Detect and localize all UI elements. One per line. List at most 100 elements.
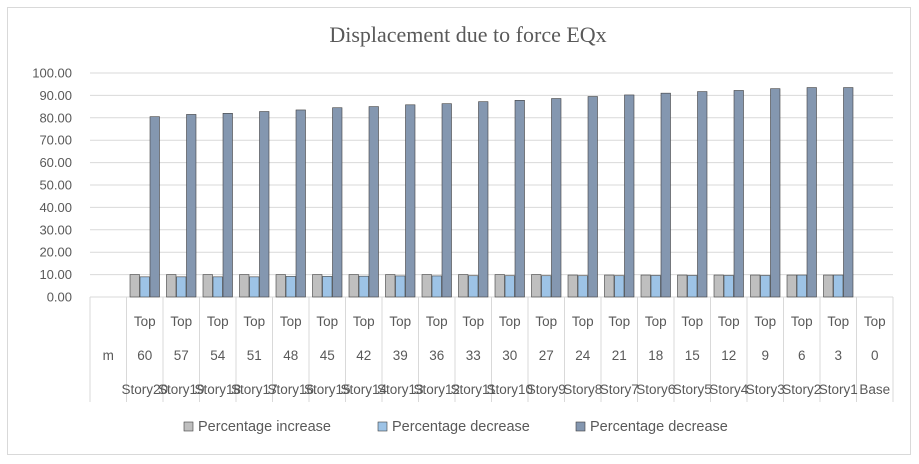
category-label-top: Top <box>243 314 265 329</box>
category-label-height: 57 <box>174 348 189 363</box>
bar-3 <box>222 113 233 298</box>
category-label-height: 6 <box>798 348 806 363</box>
chart-frame: Displacement due to force EQx 0.00 10.00 2… <box>7 7 911 455</box>
bar-2 <box>650 275 661 298</box>
category-label-story: Story14 <box>340 382 387 397</box>
category-label-top: Top <box>827 314 849 329</box>
bar-1 <box>348 274 359 298</box>
category-label-height: 45 <box>320 348 335 363</box>
bar-1 <box>494 274 505 298</box>
category-label-height: 9 <box>761 348 769 363</box>
y-tick-label: 100.00 <box>32 66 72 81</box>
y-tick-label: 50.00 <box>39 178 72 193</box>
bar-2 <box>358 275 369 298</box>
y-axis: 0.00 10.00 20.00 30.00 40.00 50.00 60.00 70.00 8… <box>32 66 72 305</box>
y-tick-label: 30.00 <box>39 222 72 237</box>
category-label-height: 54 <box>210 348 226 363</box>
category-label-height: 42 <box>356 348 371 363</box>
y-tick-label: 10.00 <box>39 267 72 282</box>
bar-3 <box>405 104 416 298</box>
bar-1 <box>567 274 578 298</box>
category-label-height: m <box>103 348 114 363</box>
bar-3 <box>478 101 489 298</box>
category-label-height: 36 <box>429 348 444 363</box>
bar-2 <box>614 275 625 298</box>
category-label-top: Top <box>608 314 630 329</box>
bars <box>129 87 854 298</box>
bar-2 <box>541 275 552 298</box>
bar-2 <box>395 275 406 298</box>
legend-label-1: Percentage increase <box>198 419 331 435</box>
category-label-top: Top <box>134 314 156 329</box>
bar-1 <box>604 274 615 298</box>
category-label-story: Story9 <box>527 382 566 397</box>
category-label-top: Top <box>207 314 229 329</box>
category-label-height: 0 <box>871 348 879 363</box>
bar-1 <box>677 274 688 298</box>
category-label-height: 33 <box>466 348 481 363</box>
category-label-height: 12 <box>721 348 736 363</box>
category-label-story: Story6 <box>636 382 675 397</box>
category-label-story: Story19 <box>158 382 205 397</box>
bar-3 <box>770 88 781 298</box>
bar-2 <box>322 276 333 298</box>
category-label-top: Top <box>499 314 521 329</box>
category-label-story: Story12 <box>413 382 460 397</box>
category-label-height: 51 <box>247 348 262 363</box>
bar-3 <box>660 92 671 298</box>
bar-3 <box>843 87 854 298</box>
legend: Percentage increase Percentage decrease Pe… <box>183 419 728 435</box>
category-label-height: 24 <box>575 348 591 363</box>
category-label-story: Story13 <box>377 382 424 397</box>
bar-2 <box>687 275 698 298</box>
bar-2 <box>431 275 442 298</box>
category-label-story: Story2 <box>782 382 821 397</box>
category-label-story: Story17 <box>231 382 278 397</box>
category-label-story: Story18 <box>194 382 241 397</box>
category-label-top: Top <box>426 314 448 329</box>
bar-3 <box>551 98 562 298</box>
y-tick-label: 70.00 <box>39 133 72 148</box>
bar-2 <box>723 275 734 298</box>
bar-1 <box>823 274 834 298</box>
bar-3 <box>587 96 598 298</box>
category-label-story: Story5 <box>673 382 712 397</box>
category-label-story: Story20 <box>121 382 168 397</box>
bar-1 <box>239 274 250 298</box>
bar-3 <box>186 114 197 298</box>
legend-label-2: Percentage decrease <box>392 419 530 435</box>
legend-swatch-3 <box>575 421 586 432</box>
y-tick-label: 90.00 <box>39 88 72 103</box>
category-label-story: Story7 <box>600 382 639 397</box>
bar-2 <box>285 276 296 298</box>
bar-3 <box>368 106 379 298</box>
category-label-top: Top <box>681 314 703 329</box>
bar-2 <box>577 275 588 298</box>
category-label-height: 30 <box>502 348 517 363</box>
bar-3 <box>149 116 160 298</box>
chart-title: Displacement due to force EQx <box>329 22 606 47</box>
category-label-top: Top <box>170 314 192 329</box>
y-tick-label: 40.00 <box>39 200 72 215</box>
category-label-top: Top <box>353 314 375 329</box>
bar-3 <box>332 107 343 298</box>
category-label-height: 27 <box>539 348 554 363</box>
bar-1 <box>750 274 761 298</box>
y-tick-label: 80.00 <box>39 110 72 125</box>
bar-1 <box>385 274 396 298</box>
bar-3 <box>624 94 635 298</box>
category-label-height: 60 <box>137 348 152 363</box>
category-label-story: Story16 <box>267 382 314 397</box>
bar-3 <box>697 91 708 298</box>
bar-2 <box>796 274 807 298</box>
bar-2 <box>468 275 479 298</box>
bar-2 <box>139 276 150 298</box>
bar-1 <box>713 274 724 298</box>
y-tick-label: 60.00 <box>39 155 72 170</box>
category-label-top: Top <box>280 314 302 329</box>
legend-label-3: Percentage decrease <box>590 419 728 435</box>
category-label-story: Story15 <box>304 382 351 397</box>
bar-2 <box>833 274 844 298</box>
bar-2 <box>504 275 515 298</box>
bar-1 <box>129 274 140 298</box>
